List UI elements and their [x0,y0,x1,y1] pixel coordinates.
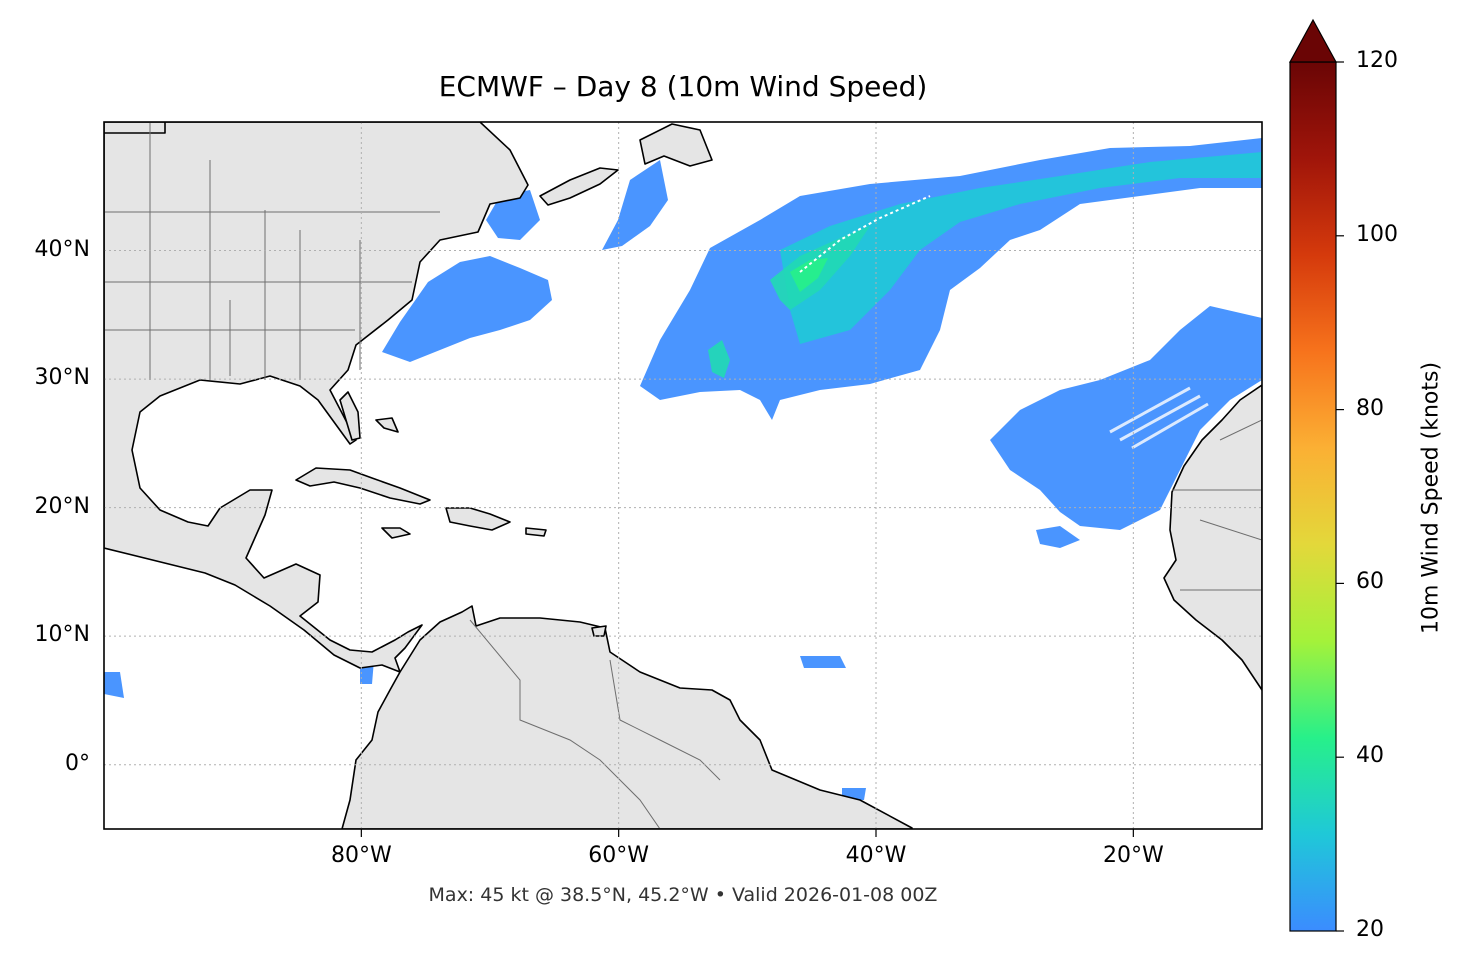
colorbar-tick-label: 60 [1356,569,1384,595]
lat-tick-label: 40°N [34,236,90,262]
colorbar-tick-label: 120 [1356,48,1398,73]
wind-region-small-jet [708,340,730,378]
wind-region-equatorial-bits [800,656,846,668]
newfoundland-island [639,123,713,167]
jamaica-island [381,527,411,539]
colorbar-extend-arrow [1288,18,1338,63]
gridlines [104,122,1262,829]
land-layer [104,122,1262,829]
jet-core-line [799,195,931,273]
colorbar-tick-label: 80 [1356,395,1384,421]
lat-tick-label: 20°N [34,493,90,519]
wind-region-pacific-edge [104,672,124,698]
boundary-line [1219,419,1262,441]
colorbar-tick-label: 40 [1356,743,1384,769]
wind-region-max-core [790,258,828,292]
florida-land [339,391,361,441]
lat-tick-label: 30°N [34,365,90,391]
south-america-land [341,605,913,829]
map-footnote: Max: 45 kt @ 38.5°N, 45.2°W • Valid 2026… [428,884,938,906]
boundary-line [609,659,721,781]
colorbar-bar [1289,61,1337,932]
colorbar-tick-label: 20 [1356,917,1384,942]
boundary-line [1199,519,1262,541]
lat-tick-label: 10°N [34,622,90,648]
baffin-island [104,122,166,134]
lat-tick-label: 0° [65,750,90,776]
lon-tick-label: 20°W [1102,843,1164,868]
trinidad-island [591,625,607,637]
lon-tick-label: 60°W [588,843,650,868]
nova-scotia-land [539,167,619,206]
boundary-line [469,619,661,829]
lon-tick-label: 80°W [330,843,392,868]
wind-streak [1131,402,1209,450]
map-frame [103,121,1263,830]
wind-region-azores-trades [990,306,1262,530]
africa-land [1163,384,1262,691]
axis-ticks [360,829,1134,837]
wind-region-central-atlantic [640,138,1262,420]
colorbar-tick-label: 100 [1356,221,1398,247]
wind-region-canary-small [1036,526,1080,548]
map-title: ECMWF – Day 8 (10m Wind Speed) [438,70,928,103]
colorbar-title: 10m Wind Speed (knots) [1418,361,1444,635]
colorbar-ticks [1336,61,1344,932]
bahamas-island [375,417,399,433]
puerto-rico-island [525,527,547,537]
lon-tick-label: 40°W [845,843,907,868]
wind-streak [1109,386,1191,434]
cuba-island [295,467,431,505]
hispaniola-island [445,507,511,531]
wind-region-us-east-coast [382,256,552,362]
